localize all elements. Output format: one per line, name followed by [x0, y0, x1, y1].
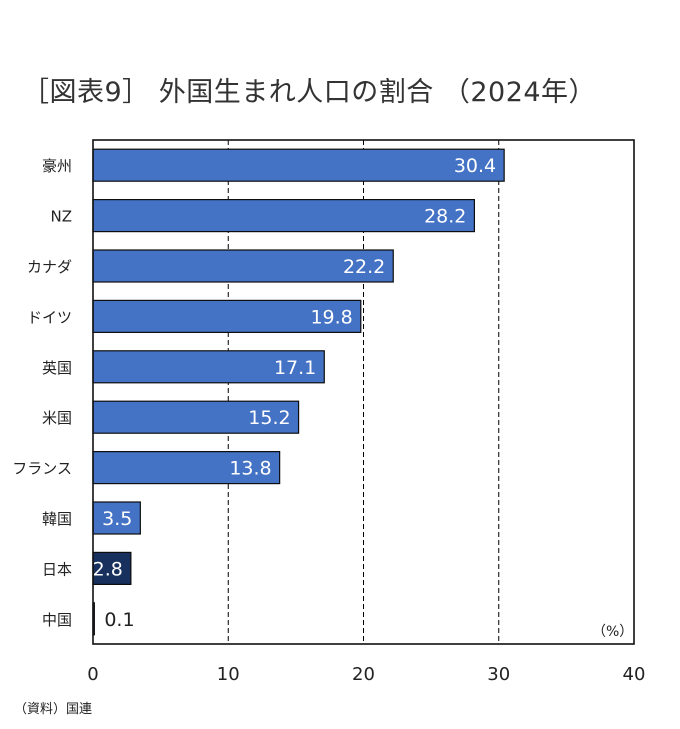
- category-label: 米国: [42, 409, 72, 427]
- value-label: 17.1: [274, 357, 316, 379]
- bar-6: [92, 451, 281, 485]
- category-label: ドイツ: [27, 308, 72, 326]
- label-layer: 豪州 30.4 NZ 28.2 カナダ 22.2 ドイツ 19.8 英国 17.1 米国 15.2 フラ…: [12, 155, 496, 631]
- bar-2: [92, 249, 394, 283]
- category-label: 英国: [42, 359, 72, 377]
- category-label: フランス: [12, 460, 72, 478]
- value-label: 0.1: [104, 609, 134, 631]
- chart-title: ［図表9］ 外国生まれ人口の割合 （2024年）: [22, 77, 597, 108]
- value-label: 28.2: [424, 206, 466, 228]
- plot-frame: [92, 139, 635, 645]
- bar-8: [92, 551, 132, 586]
- value-label: 15.2: [248, 407, 290, 429]
- value-label: 22.2: [343, 256, 385, 278]
- value-label: 3.5: [102, 508, 132, 530]
- category-label: 中国: [42, 611, 72, 629]
- bar-7: [92, 501, 141, 535]
- value-label: 2.8: [93, 558, 123, 580]
- category-label: 豪州: [42, 157, 72, 175]
- value-label: 30.4: [454, 155, 496, 177]
- bar-0: [92, 148, 505, 182]
- bar-4: [92, 350, 325, 384]
- x-tick-label: 30: [487, 664, 510, 685]
- bar-1: [92, 199, 476, 233]
- category-label: カナダ: [27, 258, 72, 276]
- unit-label: （%）: [592, 624, 633, 640]
- value-label: 19.8: [310, 306, 352, 328]
- bar-layer: [92, 148, 505, 636]
- axis-layer: 0 10 20 30 40: [87, 664, 645, 685]
- x-tick-label: 10: [217, 664, 240, 685]
- source-note: （資料）国連: [14, 702, 93, 717]
- category-label: 韓国: [42, 510, 72, 528]
- value-label: 13.8: [229, 458, 271, 480]
- category-label: NZ: [51, 208, 73, 226]
- x-tick-label: 40: [623, 664, 646, 685]
- category-label: 日本: [42, 560, 72, 578]
- bar-5: [92, 400, 300, 434]
- bar-3: [92, 299, 362, 333]
- x-tick-label: 20: [352, 664, 375, 685]
- x-tick-label: 0: [87, 664, 98, 685]
